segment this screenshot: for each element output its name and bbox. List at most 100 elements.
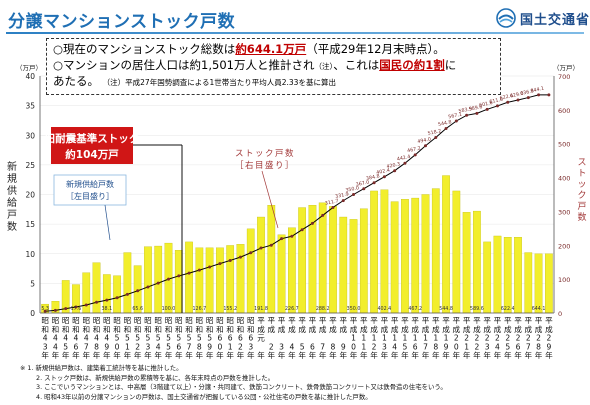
stock-point <box>444 127 448 131</box>
stock-value-label: 467.2 <box>407 145 422 154</box>
supply-label-box <box>53 174 127 206</box>
stock-point <box>495 104 499 108</box>
x-tick-char: 成 <box>401 324 409 334</box>
stock-value-label: 331.9 <box>335 191 350 200</box>
x-tick-char: 年 <box>226 350 234 360</box>
bottom-value-label: 226.7 <box>285 306 299 312</box>
left-tick-label: 35 <box>25 102 35 111</box>
x-tick-char: 1 <box>403 334 408 343</box>
x-tick-char: 年 <box>165 350 173 360</box>
supply-bar <box>483 241 492 314</box>
summary-line-3-pre: あたる。 <box>53 74 99 88</box>
old-standard-line1: 旧耐震基準ストック <box>45 132 140 145</box>
x-tick-char: 6 <box>238 334 243 343</box>
stock-point <box>259 246 263 250</box>
x-tick-char: 5 <box>197 334 202 343</box>
x-tick-char: 和 <box>175 325 183 334</box>
stock-value-label: 583.9 <box>458 106 473 115</box>
x-tick-char: 成 <box>370 324 378 334</box>
x-tick-char: 年 <box>329 350 337 360</box>
x-tick-char: 年 <box>154 350 162 360</box>
bottom-value-label: 467.2 <box>408 306 422 312</box>
left-tick-label: 30 <box>25 131 35 140</box>
population-share-highlight: 国民の約1割 <box>379 57 445 72</box>
supply-bar <box>431 188 440 314</box>
x-tick-char: 和 <box>93 325 101 334</box>
x-tick-char: 1 <box>444 334 449 343</box>
x-tick-char: 年 <box>319 350 327 360</box>
x-tick-char: 成 <box>463 324 471 334</box>
stock-value-label: 442.4 <box>396 154 411 163</box>
x-tick-char: 年 <box>103 350 111 360</box>
x-tick-char: 成 <box>514 324 522 334</box>
supply-bar <box>534 253 543 314</box>
x-tick-char: 5 <box>176 334 181 343</box>
x-tick-char: 6 <box>516 342 521 351</box>
x-tick-char: 昭 <box>206 316 214 325</box>
x-tick-char: 昭 <box>113 316 121 325</box>
x-tick-char: 1 <box>464 342 469 351</box>
stock-point <box>280 237 284 241</box>
stock-point <box>125 292 129 296</box>
stock-point <box>74 305 78 309</box>
supply-label-pointer <box>104 204 111 241</box>
x-tick-char: 成 <box>391 324 399 334</box>
x-tick-char: 和 <box>82 325 90 334</box>
x-tick-char: 7 <box>526 342 531 351</box>
stock-point <box>187 271 191 275</box>
summary-line-1: ○現在のマンションストック総数は約644.1万戸（平成29年12月末時点）。 <box>53 42 494 58</box>
x-tick-char: 年 <box>483 350 491 360</box>
supply-bar <box>298 207 306 314</box>
x-tick-char: 平 <box>535 316 543 325</box>
x-tick-char: 7 <box>423 342 428 351</box>
left-tick-label: 10 <box>25 250 35 259</box>
x-tick-char: 年 <box>52 350 60 360</box>
stock-point <box>228 258 232 262</box>
x-tick-char: 平 <box>257 316 265 325</box>
x-tick-char: 4 <box>63 334 68 343</box>
x-tick-char: 年 <box>411 350 419 360</box>
x-tick-char: 成 <box>381 324 389 334</box>
supply-bar <box>370 190 378 314</box>
x-tick-char: 3 <box>382 342 387 351</box>
x-tick-char: 1 <box>382 334 387 343</box>
x-tick-char: 年 <box>381 350 389 360</box>
x-tick-char: 昭 <box>82 316 90 325</box>
x-tick-char: 成 <box>483 324 491 334</box>
x-tick-char: 平 <box>504 316 512 325</box>
x-tick-char: 成 <box>432 324 440 334</box>
x-tick-char: 和 <box>124 325 132 334</box>
stock-value-label: 384.8 <box>366 173 381 182</box>
stock-point <box>424 144 427 148</box>
x-tick-char: 年 <box>41 350 49 360</box>
x-tick-char: 平 <box>288 316 296 325</box>
left-tick-label: 25 <box>25 161 35 170</box>
stock-value-label: 494.0 <box>417 136 432 145</box>
footnote-3: 3. ここでいうマンションとは、中高層（3階建て以上）・分譲・共同建て、鉄筋コン… <box>36 383 447 392</box>
mlit-emblem-icon <box>496 8 516 28</box>
x-tick-char: 0 <box>115 342 120 351</box>
x-tick-char: 和 <box>185 325 193 334</box>
x-tick-char: 成 <box>545 324 553 334</box>
x-tick-char: 平 <box>268 316 276 325</box>
left-unit: （万戸） <box>16 64 42 72</box>
x-tick-char: 6 <box>310 342 315 351</box>
x-tick-char: 平 <box>339 316 347 325</box>
left-axis-title-char: 規 <box>7 173 17 185</box>
x-tick-char: 年 <box>504 350 512 360</box>
supply-bar <box>524 252 533 314</box>
stock-point <box>362 187 366 191</box>
x-tick-char: 年 <box>62 350 70 360</box>
x-tick-char: 4 <box>289 342 294 351</box>
x-tick-char: 年 <box>247 350 255 360</box>
x-tick-char: 1 <box>361 334 366 343</box>
old-standard-line2: 約104万戸 <box>65 148 119 161</box>
x-tick-char: 1 <box>125 342 130 351</box>
supply-bar <box>288 227 296 314</box>
stock-label-pointer <box>261 170 279 229</box>
stock-point <box>43 309 47 313</box>
x-tick-char: 6 <box>176 342 181 351</box>
x-tick-char: 昭 <box>237 316 245 325</box>
x-tick-char: 平 <box>473 316 481 325</box>
stock-point <box>197 268 201 272</box>
